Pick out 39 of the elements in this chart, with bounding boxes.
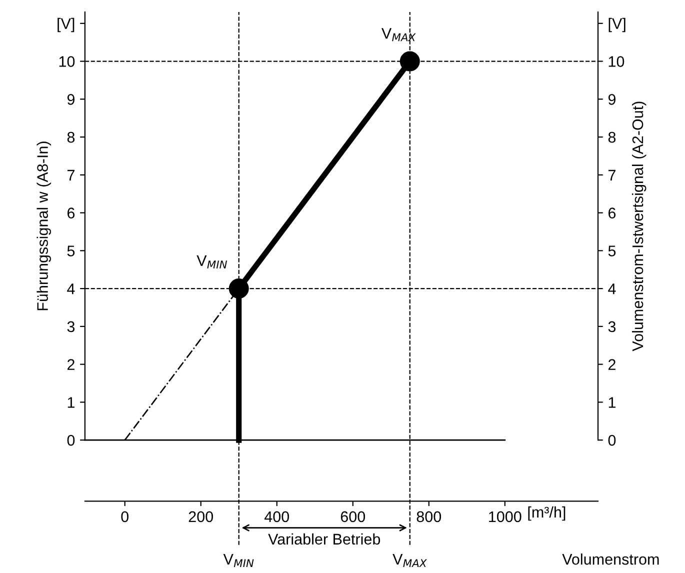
y2-tick-label: 10 — [608, 56, 624, 67]
x-tick-label: 200 — [188, 511, 214, 522]
x-tick-label: 800 — [416, 511, 442, 522]
y-tick-label: [V] — [58, 18, 74, 32]
y2-tick-label: 1 — [608, 397, 616, 408]
y-tick-label: 7 — [68, 170, 74, 180]
text: Volumenstrom — [562, 553, 659, 565]
y2-tick-label: 2 — [608, 359, 616, 370]
y-tick-label: 10 — [59, 56, 75, 67]
x-axis-title: [m³/h] — [528, 506, 566, 521]
y-tick-label: 2 — [67, 359, 74, 370]
y2-tick-label: 5 — [608, 246, 616, 256]
y-tick-label: 0 — [67, 434, 75, 446]
y-tick-label: 9 — [67, 94, 74, 105]
text: V$_{MIN}$ — [223, 554, 254, 568]
y2-tick-label: 6 — [608, 208, 616, 218]
y-tick-label: 4 — [67, 284, 75, 294]
y2-tick-label: 7 — [608, 170, 616, 180]
y-tick-label: 5 — [67, 246, 75, 256]
y2-tick-label: 9 — [608, 94, 616, 105]
y2-tick-label: 8 — [608, 132, 616, 143]
text: V$_{MAX}$ — [392, 554, 427, 568]
x-tick-label: 1000 — [489, 511, 522, 522]
annotation: V$_{MAX}$ — [381, 28, 416, 42]
y-tick-label: 6 — [68, 208, 75, 218]
y2-tick-label: 0 — [608, 434, 616, 446]
y2-axis-title: Volumenstrom-Istwertsignal (A2-Out) — [632, 102, 646, 352]
y2-tick-label: 4 — [608, 284, 616, 294]
y2-tick-label: [V] — [608, 18, 626, 32]
x-tick-label: 400 — [264, 511, 290, 522]
y2-tick-label: 3 — [608, 321, 616, 332]
x-tick-label: 0 — [121, 511, 128, 522]
text: Variabler Betrieb — [268, 533, 380, 545]
y-tick-label: 1 — [68, 397, 74, 408]
x-tick-label: 600 — [340, 511, 366, 522]
y-tick-label: 8 — [67, 132, 75, 143]
annotation: V$_{MIN}$ — [196, 255, 228, 268]
y-tick-label: 3 — [67, 321, 75, 332]
y-axis-title: Führungssignal w (A8-In) — [36, 142, 51, 310]
